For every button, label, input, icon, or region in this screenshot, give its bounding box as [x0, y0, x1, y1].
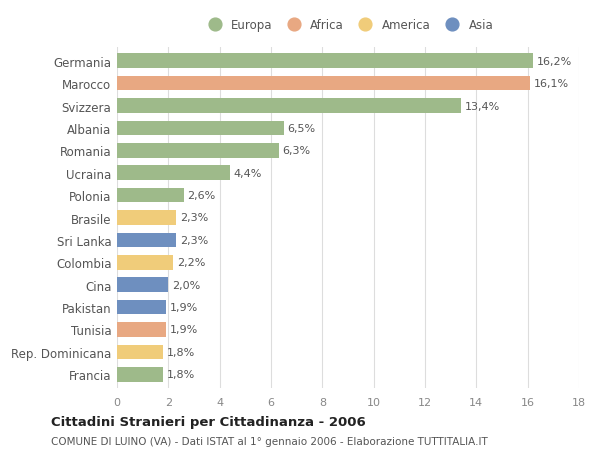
- Text: 13,4%: 13,4%: [465, 101, 500, 111]
- Bar: [117, 99, 461, 113]
- Bar: [117, 233, 176, 248]
- Text: 2,3%: 2,3%: [180, 213, 208, 223]
- Bar: [117, 144, 278, 158]
- Bar: [117, 121, 284, 136]
- Bar: [117, 211, 176, 225]
- Text: 1,9%: 1,9%: [170, 325, 198, 335]
- Text: 2,6%: 2,6%: [188, 190, 216, 201]
- Text: Cittadini Stranieri per Cittadinanza - 2006: Cittadini Stranieri per Cittadinanza - 2…: [51, 415, 366, 428]
- Text: 2,0%: 2,0%: [172, 280, 200, 290]
- Bar: [117, 54, 533, 69]
- Bar: [117, 345, 163, 359]
- Bar: [117, 188, 184, 203]
- Text: 1,9%: 1,9%: [170, 302, 198, 313]
- Text: 2,2%: 2,2%: [178, 257, 206, 268]
- Text: 1,8%: 1,8%: [167, 347, 196, 357]
- Bar: [117, 323, 166, 337]
- Bar: [117, 278, 169, 292]
- Text: 16,2%: 16,2%: [536, 56, 572, 67]
- Bar: [117, 77, 530, 91]
- Text: 2,3%: 2,3%: [180, 235, 208, 246]
- Legend: Europa, Africa, America, Asia: Europa, Africa, America, Asia: [199, 15, 497, 35]
- Text: 4,4%: 4,4%: [234, 168, 262, 179]
- Bar: [117, 367, 163, 382]
- Text: 6,3%: 6,3%: [283, 146, 311, 156]
- Text: COMUNE DI LUINO (VA) - Dati ISTAT al 1° gennaio 2006 - Elaborazione TUTTITALIA.I: COMUNE DI LUINO (VA) - Dati ISTAT al 1° …: [51, 436, 488, 446]
- Bar: [117, 256, 173, 270]
- Bar: [117, 300, 166, 315]
- Text: 6,5%: 6,5%: [287, 123, 316, 134]
- Text: 1,8%: 1,8%: [167, 369, 196, 380]
- Bar: [117, 166, 230, 180]
- Text: 16,1%: 16,1%: [534, 79, 569, 89]
